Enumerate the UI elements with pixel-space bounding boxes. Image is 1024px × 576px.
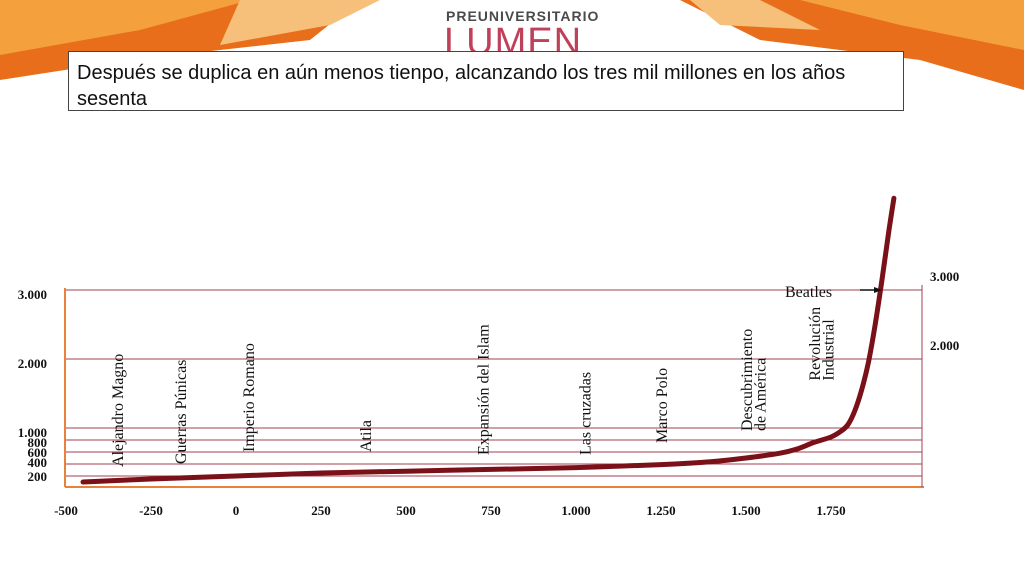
banner-left-light <box>0 0 250 55</box>
x-tick-label: -250 <box>139 503 163 518</box>
event-label: Las cruzadas <box>578 372 595 455</box>
event-label: Revolución <box>807 307 824 381</box>
event-label: Descubrimiento <box>739 329 756 431</box>
x-tick-label: 1.500 <box>731 503 760 518</box>
y-tick-label: 1.000 <box>18 425 47 440</box>
caption-box: Después se duplica en aún menos tienpo, … <box>68 51 904 111</box>
right-tick-label: 2.000 <box>930 338 959 353</box>
event-label: Atila <box>358 420 375 452</box>
y-tick-label: 400 <box>28 455 48 470</box>
x-tick-label: 1.000 <box>561 503 590 518</box>
x-tick-label: 500 <box>396 503 416 518</box>
beatles-arrow-head <box>874 287 882 293</box>
y-tick-label: 800 <box>28 435 48 450</box>
y-tick-label: 2.000 <box>18 356 47 371</box>
event-label: Guerras Púnicas <box>173 360 190 464</box>
logo-top-text: PREUNIVERSITARIO <box>446 8 600 24</box>
event-label: Expansión del Islam <box>476 324 493 455</box>
event-label: de América <box>753 358 770 431</box>
x-tick-label: 1.250 <box>646 503 675 518</box>
right-tick-label: 3.000 <box>930 269 959 284</box>
x-tick-label: 1.750 <box>816 503 845 518</box>
y-tick-label: 200 <box>28 469 48 484</box>
population-curve <box>80 195 897 485</box>
beatles-label: Beatles <box>785 284 832 301</box>
x-tick-label: 250 <box>311 503 331 518</box>
event-label: Alejandro Magno <box>110 354 127 467</box>
x-tick-label: 0 <box>233 503 240 518</box>
banner-right-light <box>800 0 1024 50</box>
x-tick-label: -500 <box>54 503 78 518</box>
event-label: Industrial <box>821 319 838 381</box>
banner-left-pale <box>220 0 380 45</box>
event-label: Imperio Romano <box>241 343 258 452</box>
x-tick-label: 750 <box>481 503 501 518</box>
event-label: Marco Polo <box>654 368 671 443</box>
y-tick-label: 3.000 <box>18 287 47 302</box>
banner-right-pale <box>690 0 820 30</box>
y-tick-label: 600 <box>28 445 48 460</box>
